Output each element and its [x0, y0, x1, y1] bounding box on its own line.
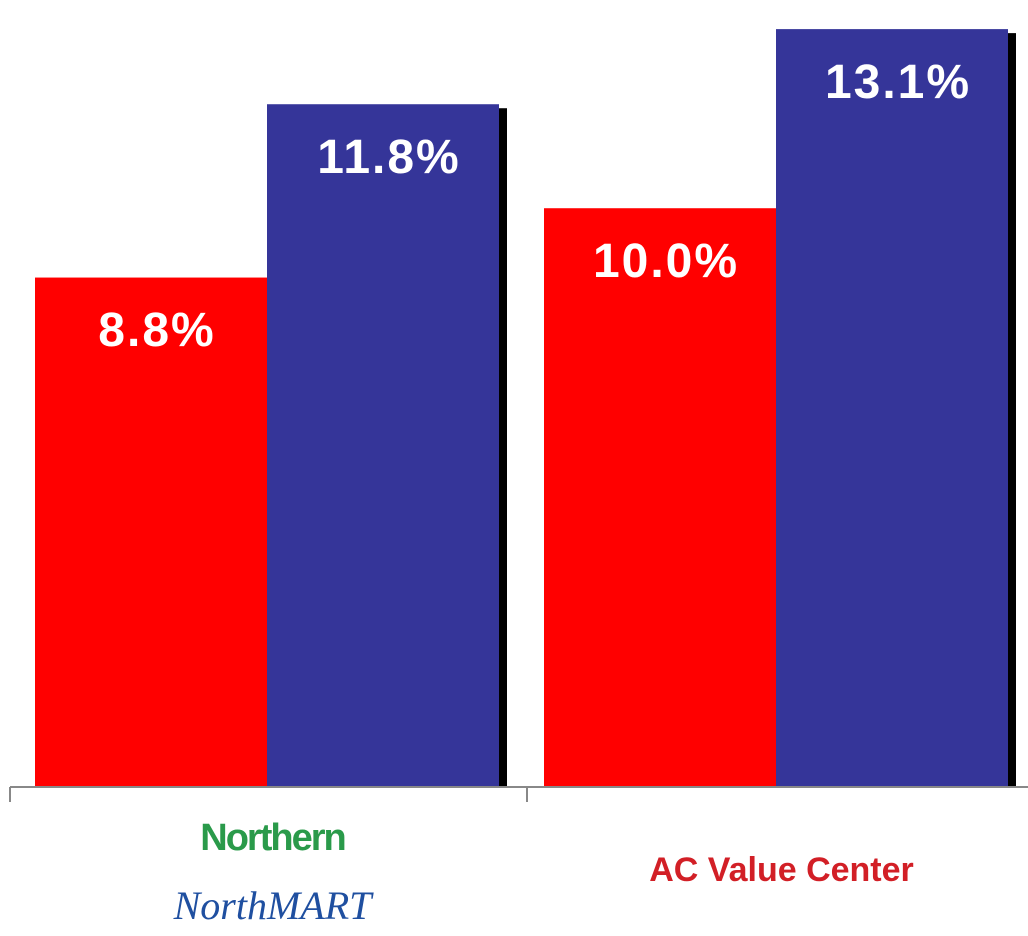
bar — [776, 29, 1008, 787]
bar — [267, 104, 499, 786]
value-label: 11.8% — [317, 131, 460, 184]
category-logo: NorthMART — [173, 883, 375, 928]
value-label: 8.8% — [98, 304, 215, 357]
value-label: 10.0% — [593, 235, 739, 288]
bar — [544, 208, 776, 786]
value-label: 13.1% — [825, 56, 971, 109]
bar — [35, 277, 267, 786]
category-logo: AC Value Center — [649, 851, 914, 889]
category-logo: Northern — [200, 817, 344, 859]
